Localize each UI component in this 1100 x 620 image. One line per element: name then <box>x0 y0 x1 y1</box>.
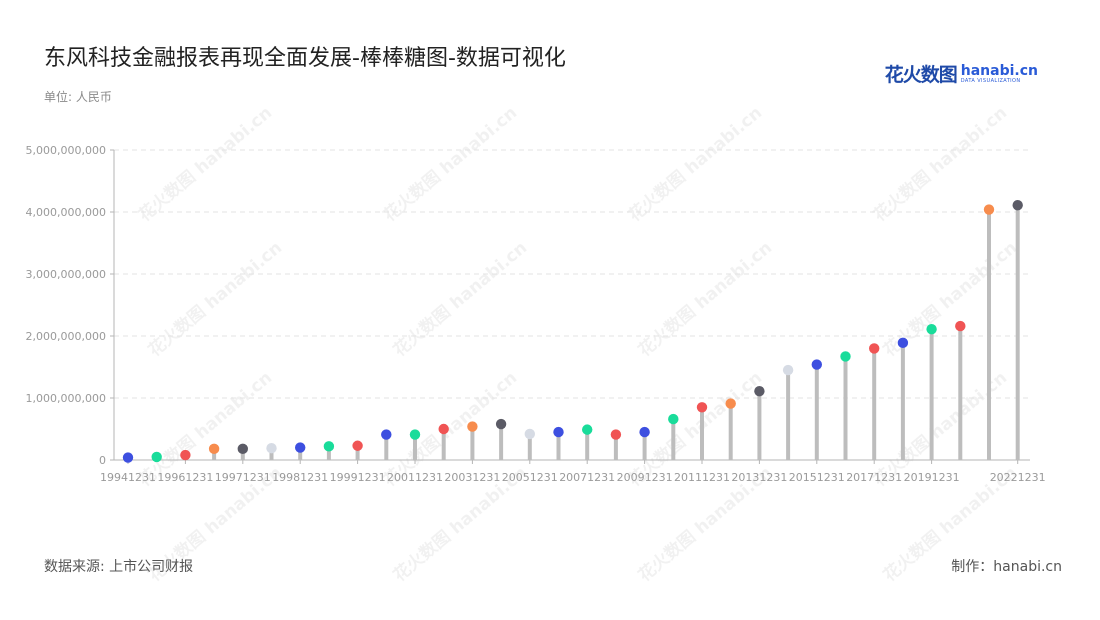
x-tick-label: 20221231 <box>990 471 1046 484</box>
lollipop-dot[interactable] <box>266 443 277 454</box>
stem-layer <box>126 205 1020 460</box>
lollipop-dot[interactable] <box>840 351 851 362</box>
x-tick-label: 20171231 <box>846 471 902 484</box>
lollipop-dot[interactable] <box>409 429 421 440</box>
y-tick-label: 3,000,000,000 <box>26 268 106 281</box>
lollipop-dot[interactable] <box>639 426 650 438</box>
unit-label: 单位: 人民币 <box>44 90 112 104</box>
lollipop-dot[interactable] <box>582 424 593 435</box>
lollipop-dot[interactable] <box>811 359 822 370</box>
lollipop-dot[interactable] <box>553 426 564 438</box>
lollipop-dot[interactable] <box>467 421 478 432</box>
lollipop-dot[interactable] <box>381 429 392 440</box>
lollipop-dot[interactable] <box>122 452 134 463</box>
lollipop-dot[interactable] <box>754 385 765 397</box>
lollipop-dot[interactable] <box>782 364 794 376</box>
grid-layer <box>114 149 1030 399</box>
lollipop-dot[interactable] <box>610 429 622 440</box>
y-tick-label: 4,000,000,000 <box>26 206 106 219</box>
logo-cn-text: 花火数图 <box>884 64 958 86</box>
x-tick-label: 19971231 <box>215 471 271 484</box>
lollipop-dot[interactable] <box>1012 199 1023 211</box>
lollipop-dot[interactable] <box>352 440 363 451</box>
y-tick-label: 2,000,000,000 <box>26 330 106 343</box>
lollipop-dot[interactable] <box>696 402 708 413</box>
x-tick-label: 20151231 <box>789 471 845 484</box>
lollipop-dot[interactable] <box>151 451 162 463</box>
lollipop-dot[interactable] <box>725 398 736 409</box>
lollipop-dot[interactable] <box>295 442 306 453</box>
x-tick-label: 20191231 <box>904 471 960 484</box>
x-tick-label: 19941231 <box>100 471 156 484</box>
lollipop-dot[interactable] <box>869 343 880 354</box>
lollipop-dot[interactable] <box>237 443 248 455</box>
brand-logo[interactable]: 花火数图 hanabi.cn DATA VISUALIZATION <box>885 60 1038 87</box>
lollipop-dot[interactable] <box>983 204 995 215</box>
x-tick-label: 20091231 <box>617 471 673 484</box>
x-tick-label: 20031231 <box>444 471 500 484</box>
lollipop-dot[interactable] <box>323 441 335 452</box>
x-tick-label: 20011231 <box>387 471 443 484</box>
dot-layer <box>122 199 1023 463</box>
x-tick-label: 20071231 <box>559 471 615 484</box>
x-tick-label: 20111231 <box>674 471 730 484</box>
credit-text: 制作：hanabi.cn <box>951 559 1062 575</box>
y-tick-label: 0 <box>99 454 106 467</box>
chart-title: 东风科技金融报表再现全面发展-棒棒糖图-数据可视化 <box>44 46 566 71</box>
axis-layer: 0 1,000,000,000 2,000,000,000 3,000,000,000… <box>26 144 1046 484</box>
lollipop-dot[interactable] <box>180 449 191 461</box>
lollipop-dot[interactable] <box>955 320 966 332</box>
lollipop-dot[interactable] <box>438 423 449 435</box>
lollipop-dot[interactable] <box>208 443 220 455</box>
x-tick-label: 19961231 <box>157 471 213 484</box>
lollipop-dot[interactable] <box>524 428 535 440</box>
logo-en-block: hanabi.cn DATA VISUALIZATION <box>961 64 1038 84</box>
y-tick-label: 5,000,000,000 <box>26 144 106 157</box>
lollipop-dot[interactable] <box>897 337 909 349</box>
x-tick-label: 19991231 <box>330 471 386 484</box>
x-tick-label: 20051231 <box>502 471 558 484</box>
x-tick-label: 20131231 <box>731 471 787 484</box>
logo-en-text: hanabi.cn <box>960 62 1038 79</box>
lollipop-dot[interactable] <box>495 418 507 430</box>
y-tick-label: 1,000,000,000 <box>26 392 106 405</box>
logo-en-subtext: DATA VISUALIZATION <box>960 77 1021 84</box>
lollipop-dot[interactable] <box>668 413 679 425</box>
lollipop-dot[interactable] <box>926 323 937 335</box>
x-tick-label: 19981231 <box>272 471 328 484</box>
data-source: 数据来源: 上市公司财报 <box>44 559 194 575</box>
